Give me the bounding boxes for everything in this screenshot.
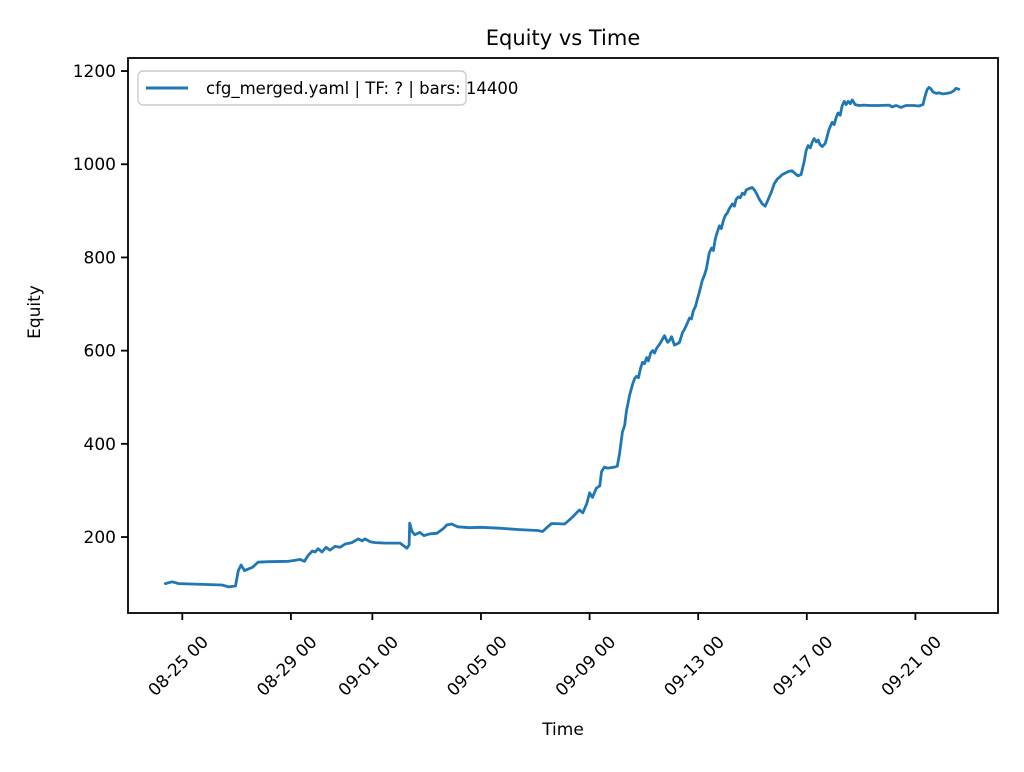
x-tick-label: 08-25 00 [145, 632, 213, 700]
x-axis-ticks: 08-25 00 08-29 00 09-01 00 09-05 00 09-09 00… [145, 613, 946, 701]
y-tick-label: 1000 [73, 155, 116, 175]
y-tick-label: 600 [84, 342, 116, 362]
equity-curve [163, 86, 961, 589]
plot-frame [127, 57, 999, 614]
equity-line-series [163, 86, 961, 589]
y-tick-label: 800 [84, 248, 116, 268]
x-tick-label: 09-01 00 [335, 632, 403, 700]
x-tick-label: 09-05 00 [443, 632, 511, 700]
legend: cfg_merged.yaml | TF: ? | bars: 14400 [137, 70, 518, 106]
y-axis-ticks: 200 400 600 800 1000 1200 [73, 62, 128, 548]
x-tick-label: 09-17 00 [769, 632, 837, 700]
y-tick-label: 1200 [73, 62, 116, 82]
chart-title: Equity vs Time [486, 26, 641, 50]
x-tick-label: 09-09 00 [552, 632, 620, 700]
legend-label: cfg_merged.yaml | TF: ? | bars: 14400 [206, 79, 518, 99]
y-axis-label: Equity [25, 285, 45, 339]
x-tick-label: 08-29 00 [253, 632, 321, 700]
x-tick-label: 09-21 00 [878, 632, 946, 700]
x-axis-label: Time [541, 720, 584, 740]
legend-box [137, 70, 467, 106]
y-tick-label: 400 [84, 435, 116, 455]
y-tick-label: 200 [84, 528, 116, 548]
x-tick-label: 09-13 00 [661, 632, 729, 700]
